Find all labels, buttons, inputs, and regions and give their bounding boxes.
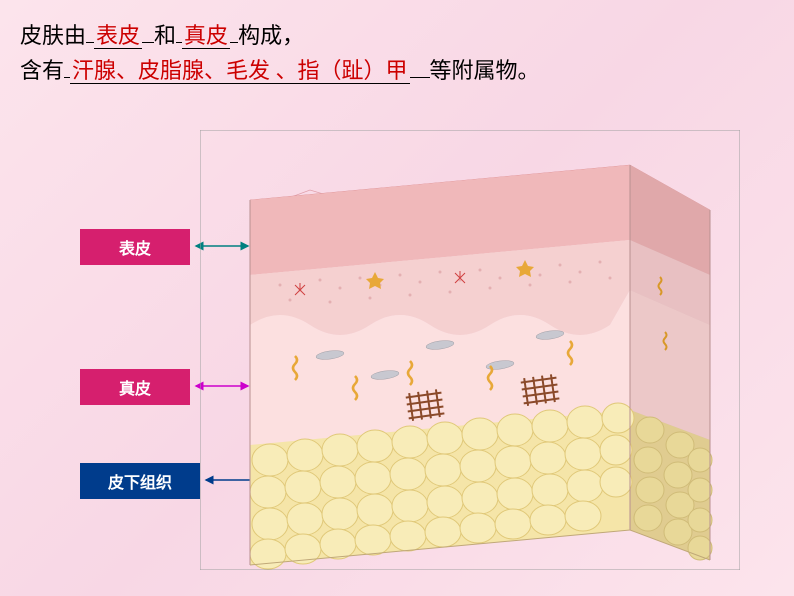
text-prefix-2: 含有 — [20, 58, 64, 83]
label-subcutis: 皮下组织 — [80, 463, 200, 499]
label-subcutis-text: 皮下组织 — [108, 475, 172, 492]
description-text: 皮肤由表皮和真皮构成， 含有汗腺、皮脂腺、毛发 、指（趾）甲等附属物。 — [0, 0, 794, 88]
label-dermis: 真皮 — [80, 369, 190, 405]
blank-epidermis: 表皮 — [94, 23, 142, 49]
text-suffix-2: 等附属物。 — [430, 58, 540, 83]
blank-appendages: 汗腺、皮脂腺、毛发 、指（趾）甲 — [70, 58, 410, 84]
text-suffix-1: 构成， — [238, 23, 304, 48]
skin-diagram — [200, 130, 740, 570]
label-epidermis: 表皮 — [80, 229, 190, 265]
text-prefix-1: 皮肤由 — [20, 23, 86, 48]
label-dermis-text: 真皮 — [119, 381, 151, 398]
blank-dermis: 真皮 — [182, 23, 230, 49]
line-2: 含有汗腺、皮脂腺、毛发 、指（趾）甲等附属物。 — [20, 53, 774, 88]
line-1: 皮肤由表皮和真皮构成， — [20, 18, 774, 53]
label-epidermis-text: 表皮 — [119, 241, 151, 258]
text-mid: 和 — [154, 23, 176, 48]
skin-svg — [200, 130, 740, 570]
